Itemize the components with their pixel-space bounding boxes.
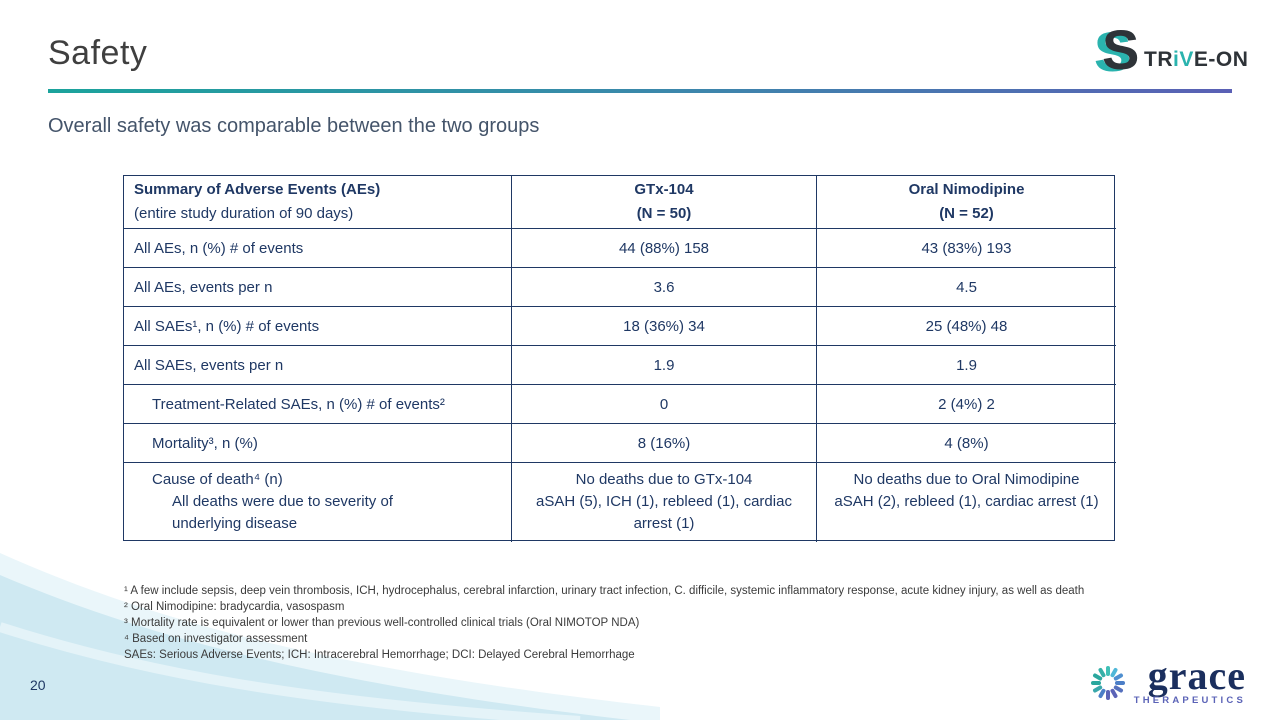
table-cell: 1.9 — [816, 345, 1116, 384]
footnote-3: ³ Mortality rate is equivalent or lower … — [124, 617, 640, 629]
cell-value: 1.9 — [653, 356, 675, 374]
table-header-label: Summary of Adverse Events (AEs) (entire … — [124, 176, 511, 228]
table-row: All SAEs¹, n (%) # of events — [124, 306, 511, 345]
strive-part-i: i — [1173, 48, 1180, 71]
strive-part-eon: E-ON — [1193, 48, 1249, 71]
cell-value: 8 (16%) — [637, 434, 691, 452]
cell-value: 0 — [659, 395, 669, 413]
cause-gtx-line2: aSAH (5), ICH (1), rebleed (1), cardiac … — [536, 493, 792, 532]
wave-decoration — [0, 553, 660, 720]
strive-on-logo: S S TRiVE-ON — [1094, 18, 1248, 83]
table-header-title: Summary of Adverse Events (AEs) — [134, 181, 381, 198]
grace-wordmark: grace — [1147, 653, 1246, 698]
table-cell: 4 (8%) — [816, 423, 1116, 462]
footnotes: ¹ A few include sepsis, deep vein thromb… — [124, 583, 1264, 663]
cell-value: 25 (48%) 48 — [925, 317, 1008, 335]
strive-wordmark: TRiVE-ON — [1144, 48, 1248, 78]
nimodipine-name: Oral Nimodipine — [908, 181, 1025, 198]
cell-value: 3.6 — [653, 278, 675, 296]
strive-s-dark: S — [1102, 18, 1140, 81]
strive-part-tr: TR — [1144, 48, 1173, 71]
cause-nimodipine-cell: No deaths due to Oral Nimodipine aSAH (2… — [816, 462, 1116, 542]
cause-nimodipine-line1: No deaths due to Oral Nimodipine — [853, 471, 1080, 488]
adverse-events-table: Summary of Adverse Events (AEs) (entire … — [123, 175, 1116, 542]
table-row: All AEs, n (%) # of events — [124, 228, 511, 267]
cell-value: 2 (4%) 2 — [938, 395, 995, 413]
row-label: All AEs, events per n — [134, 278, 273, 296]
footnote-4: ⁴ Based on investigator assessment — [124, 633, 308, 645]
grace-spiral-icon — [1090, 665, 1125, 700]
footnote-2: ² Oral Nimodipine: bradycardia, vasospas… — [124, 601, 345, 613]
table-cell: 18 (36%) 34 — [511, 306, 816, 345]
row-label: Mortality³, n (%) — [152, 434, 258, 452]
gtx104-n: (N = 50) — [636, 205, 692, 222]
table-header-subtitle: (entire study duration of 90 days) — [134, 205, 354, 222]
cell-value: 1.9 — [956, 356, 977, 374]
table-cell: 4.5 — [816, 267, 1116, 306]
table-row: Mortality³, n (%) — [124, 423, 511, 462]
row-label: All SAEs¹, n (%) # of events — [134, 317, 320, 335]
table-cell: 44 (88%) 158 — [511, 228, 816, 267]
table-cell: 43 (83%) 193 — [816, 228, 1116, 267]
row-label: All AEs, n (%) # of events — [134, 239, 304, 257]
table-row: All SAEs, events per n — [124, 345, 511, 384]
footnote-1: ¹ A few include sepsis, deep vein thromb… — [124, 585, 1085, 597]
cause-gtx-cell: No deaths due to GTx-104 aSAH (5), ICH (… — [511, 462, 816, 542]
cell-value: 4.5 — [956, 278, 977, 296]
cause-label-line1: Cause of death⁴ (n) — [152, 471, 283, 488]
cell-value: 44 (88%) 158 — [618, 239, 710, 257]
cell-value: 18 (36%) 34 — [623, 317, 705, 335]
cause-label-line2: All deaths were due to severity of under… — [172, 493, 393, 532]
table-header-gtx104: GTx-104 (N = 50) — [511, 176, 816, 228]
cell-value: 4 (8%) — [944, 434, 989, 452]
slide-subtitle: Overall safety was comparable between th… — [48, 115, 540, 137]
table-cell: 25 (48%) 48 — [816, 306, 1116, 345]
strive-s-icon: S S — [1094, 18, 1146, 83]
table-cell: 2 (4%) 2 — [816, 384, 1116, 423]
page-title: Safety — [48, 34, 148, 72]
grace-therapeutics-logo: grace THERAPEUTICS — [1086, 653, 1246, 706]
title-divider — [48, 89, 1232, 93]
page-number: 20 — [30, 677, 46, 693]
table-row: All AEs, events per n — [124, 267, 511, 306]
strive-part-v: V — [1179, 48, 1194, 71]
nimodipine-n: (N = 52) — [939, 205, 994, 222]
table-cell: 3.6 — [511, 267, 816, 306]
table-row: Treatment-Related SAEs, n (%) # of event… — [124, 384, 511, 423]
table-header-nimodipine: Oral Nimodipine (N = 52) — [816, 176, 1116, 228]
table-cell: 8 (16%) — [511, 423, 816, 462]
grace-therapeutics-label: THERAPEUTICS — [1133, 695, 1246, 706]
footnote-abbreviations: SAEs: Serious Adverse Events; ICH: Intra… — [124, 649, 635, 661]
table-cell: 0 — [511, 384, 816, 423]
cause-gtx-line1: No deaths due to GTx-104 — [575, 471, 753, 488]
table-cell: 1.9 — [511, 345, 816, 384]
cause-nimodipine-line2: aSAH (2), rebleed (1), cardiac arrest (1… — [834, 493, 1099, 510]
cause-of-death-row: Cause of death⁴ (n) All deaths were due … — [124, 462, 511, 542]
gtx104-name: GTx-104 — [634, 181, 694, 198]
row-label: All SAEs, events per n — [134, 356, 284, 374]
cell-value: 43 (83%) 193 — [921, 239, 1012, 257]
strive-s-teal: S — [1094, 20, 1132, 83]
row-label: Treatment-Related SAEs, n (%) # of event… — [152, 395, 445, 413]
